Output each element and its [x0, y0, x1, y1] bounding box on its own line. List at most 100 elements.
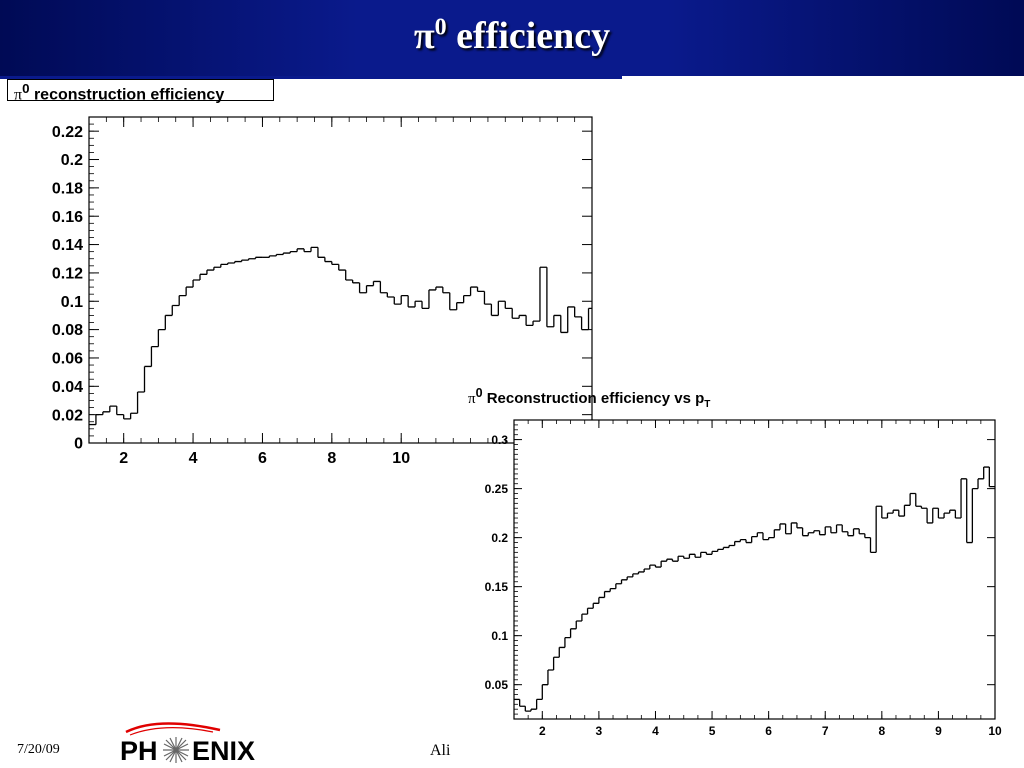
chart1-title-greek: π	[14, 86, 23, 104]
title-underline	[0, 76, 622, 79]
chart2-bin	[903, 504, 911, 517]
chart1-ytick-label: 0.1	[61, 294, 83, 311]
chart2-bin	[728, 544, 735, 548]
logo-sunburst-icon	[163, 737, 189, 763]
chart2-bin	[988, 467, 995, 488]
chart1-bin	[164, 314, 173, 330]
chart2-bin	[666, 558, 673, 562]
chart2-bin	[660, 560, 667, 568]
title-bar	[0, 0, 1024, 76]
chart1-bin	[456, 302, 464, 310]
chart2-bin	[971, 487, 979, 543]
chart1-bin	[157, 328, 166, 347]
chart2-bin	[835, 524, 843, 533]
chart1-bin	[143, 365, 152, 392]
chart1-ytick-label: 0.12	[52, 266, 83, 283]
chart1-bin	[102, 411, 110, 415]
chart2-bin	[830, 526, 837, 534]
chart2-bin	[943, 512, 950, 519]
chart2-xtick-label: 2	[539, 724, 546, 738]
chart1-bin	[449, 292, 457, 311]
chart1-bin	[462, 294, 471, 303]
chart1-bin	[574, 306, 582, 318]
chart2-ytick-label: 0.25	[485, 482, 509, 496]
chart2-bin	[898, 510, 905, 517]
chart2-bin	[717, 548, 724, 552]
chart1-bin	[296, 248, 305, 252]
chart2-bin	[926, 508, 933, 524]
chart1-bin	[185, 286, 194, 296]
slide-title-text: efficiency	[446, 15, 611, 57]
chart1-bin	[192, 279, 201, 288]
chart2-bin	[790, 522, 797, 534]
chart2-bin	[920, 506, 928, 509]
chart1-ytick-label: 0.06	[52, 351, 83, 368]
chart2-ytick-label: 0.1	[491, 629, 508, 643]
chart2-bin	[909, 492, 916, 506]
chart2-bin	[960, 478, 967, 519]
chart2-bin	[875, 505, 882, 553]
chart1-xtick-label: 4	[189, 450, 198, 467]
chart2-bin	[547, 669, 554, 685]
chart2-bin	[983, 466, 990, 479]
chart2-bin	[598, 596, 605, 604]
chart1-bin	[227, 262, 235, 265]
chart2-bin	[519, 699, 526, 707]
logo-text-left: PH	[120, 736, 158, 766]
chart1-bin	[414, 300, 423, 307]
chart1-bin	[365, 285, 374, 293]
chart2-bin	[677, 555, 684, 562]
chart1-title: π0 reconstruction efficiency	[7, 79, 274, 104]
chart2-bin	[779, 523, 786, 530]
chart2-bin	[564, 636, 571, 648]
chart2-bin	[745, 539, 752, 544]
chart2-bin	[541, 684, 548, 700]
chart2-bin	[818, 530, 826, 536]
chart1-title-sup: 0	[22, 81, 30, 96]
chart2-bin	[649, 564, 656, 570]
chart1-bin	[199, 273, 207, 280]
chart1-bin	[324, 257, 332, 263]
chart2-xtick-label: 9	[935, 724, 942, 738]
chart1-bin	[560, 315, 568, 334]
chart2-bin	[784, 523, 792, 535]
chart2-bin	[915, 493, 922, 507]
chart2-bin	[592, 602, 599, 609]
chart2-title-sup: 0	[475, 386, 483, 400]
chart2-bin	[632, 573, 639, 577]
chart1-bin	[358, 282, 367, 294]
chart2-bin	[581, 613, 588, 621]
chart1-bin	[379, 281, 388, 294]
chart1-bin	[393, 297, 402, 305]
chart1-bin	[580, 316, 589, 331]
chart2-xtick-label: 6	[765, 724, 772, 738]
chart2-title-sub: T	[704, 399, 711, 410]
chart1-bin	[504, 301, 513, 309]
chart2-bin	[892, 509, 899, 514]
chart1-bin	[317, 247, 325, 258]
chart1-bin	[421, 301, 429, 309]
chart1-xtick-label: 10	[392, 450, 410, 467]
chart1-ytick-label: 0.08	[52, 322, 83, 339]
chart1-bin	[532, 320, 540, 326]
chart1-ytick-label: 0.16	[52, 209, 83, 226]
chart2-bin	[858, 528, 865, 535]
slide-title: π0 efficiency	[0, 14, 1024, 58]
chart1-bin	[546, 267, 554, 328]
chart1-ytick-label: 0.04	[52, 379, 83, 396]
chart2-xtick-label: 8	[878, 724, 885, 738]
chart1-ytick-label: 0.02	[52, 407, 83, 424]
chart1-bin	[310, 246, 318, 252]
chart2-bin	[796, 522, 803, 529]
chart2-ytick-label: 0.3	[491, 433, 508, 447]
chart2-title: π0 Reconstruction efficiency vs pT	[468, 386, 710, 410]
chart1-ytick-label: 0	[74, 436, 83, 453]
chart2-bin	[813, 530, 820, 533]
phenix-logo: PH ENIX	[118, 718, 263, 766]
chart2-bin	[807, 532, 814, 536]
chart1-bin	[254, 256, 263, 259]
chart2-bin	[615, 583, 622, 589]
chart2-bin	[966, 478, 973, 544]
chart1-bin	[497, 300, 506, 316]
chart1-bin	[539, 266, 547, 322]
